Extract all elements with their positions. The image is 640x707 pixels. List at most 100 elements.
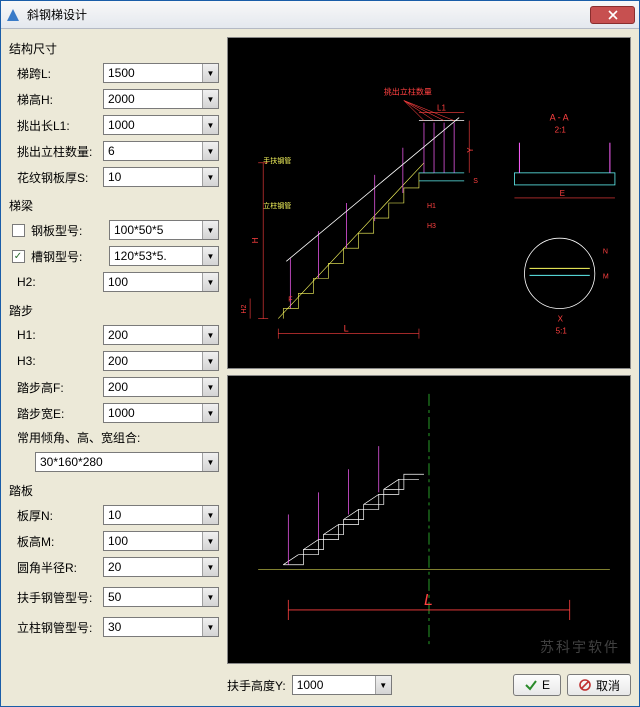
combo-handrail-height[interactable]: 1000▼ <box>292 675 392 695</box>
preview-bottom[interactable]: L 苏科宇软件 <box>227 375 631 664</box>
combo-step-preset[interactable]: 30*160*280▼ <box>35 452 219 472</box>
checkbox-channel[interactable]: ✓ <box>12 250 25 263</box>
svg-text:H2: H2 <box>241 304 248 313</box>
combo-postcount[interactable]: 6▼ <box>103 141 219 161</box>
group-beam: 梯梁 钢板型号: 100*50*5▼ ✓ 槽钢型号: 120*53*5.▼ H2… <box>9 194 219 295</box>
label-e: 踏步宽E: <box>9 405 99 422</box>
label-handrail: 扶手钢管型号: <box>9 589 99 606</box>
chevron-down-icon: ▼ <box>202 618 218 636</box>
chevron-down-icon: ▼ <box>375 676 391 694</box>
svg-text:S: S <box>473 178 478 185</box>
label-m: 板高M: <box>9 533 99 550</box>
group-beam-title: 梯梁 <box>9 194 219 217</box>
combo-r[interactable]: 20▼ <box>103 557 219 577</box>
combo-e[interactable]: 1000▼ <box>103 403 219 423</box>
label-height: 梯高H: <box>9 91 99 108</box>
combo-m[interactable]: 100▼ <box>103 531 219 551</box>
svg-text:H1: H1 <box>427 203 436 210</box>
bottom-row: 扶手高度Y: 1000▼ E 取消 <box>227 670 631 698</box>
label-steel-plate: 钢板型号: <box>31 222 105 239</box>
svg-text:5:1: 5:1 <box>556 327 568 336</box>
cad-drawing-bottom: L <box>228 376 630 663</box>
chevron-down-icon: ▼ <box>202 64 218 82</box>
cancel-icon <box>578 678 592 692</box>
combo-post[interactable]: 30▼ <box>103 617 219 637</box>
svg-text:立柱钢管: 立柱钢管 <box>263 201 291 210</box>
combo-h1[interactable]: 200▼ <box>103 325 219 345</box>
preview-top[interactable]: 挑出立柱数量 手扶钢管 立柱钢管 L <box>227 37 631 369</box>
titlebar: 斜钢梯设计 <box>1 1 639 29</box>
combo-f[interactable]: 200▼ <box>103 377 219 397</box>
svg-text:M: M <box>603 273 609 280</box>
watermark: 苏科宇软件 <box>540 637 620 657</box>
label-handrail-height: 扶手高度Y: <box>227 677 286 694</box>
left-panel: 结构尺寸 梯跨L:1500▼ 梯高H:2000▼ 挑出长L1:1000▼ 挑出立… <box>9 37 219 698</box>
chevron-down-icon: ▼ <box>202 116 218 134</box>
group-step: 踏步 H1:200▼ H3:200▼ 踏步高F:200▼ 踏步宽E:1000▼ … <box>9 299 219 475</box>
label-plate-thk: 花纹钢板厚S: <box>9 169 99 186</box>
svg-text:A - A: A - A <box>550 113 569 123</box>
combo-h3[interactable]: 200▼ <box>103 351 219 371</box>
svg-text:L1: L1 <box>437 104 446 113</box>
svg-text:H: H <box>251 237 260 243</box>
label-h3: H3: <box>9 354 99 368</box>
app-icon <box>5 7 21 23</box>
label-postcount: 挑出立柱数量: <box>9 143 99 160</box>
cancel-button[interactable]: 取消 <box>567 674 631 696</box>
label-n: 板厚N: <box>9 507 99 524</box>
chevron-down-icon: ▼ <box>202 558 218 576</box>
chevron-down-icon: ▼ <box>202 588 218 606</box>
label-h1: H1: <box>9 328 99 342</box>
combo-n[interactable]: 10▼ <box>103 505 219 525</box>
group-struct-title: 结构尺寸 <box>9 37 219 60</box>
chevron-down-icon: ▼ <box>202 532 218 550</box>
content: 结构尺寸 梯跨L:1500▼ 梯高H:2000▼ 挑出长L1:1000▼ 挑出立… <box>1 29 639 706</box>
close-button[interactable] <box>590 6 635 24</box>
svg-text:2:1: 2:1 <box>555 126 567 135</box>
svg-text:手扶钢管: 手扶钢管 <box>263 156 291 165</box>
svg-text:Y: Y <box>466 147 475 153</box>
label-f: 踏步高F: <box>9 379 99 396</box>
chevron-down-icon: ▼ <box>202 90 218 108</box>
chevron-down-icon: ▼ <box>202 247 218 265</box>
svg-text:X: X <box>558 315 564 324</box>
label-span: 梯跨L: <box>9 65 99 82</box>
combo-height[interactable]: 2000▼ <box>103 89 219 109</box>
group-step-title: 踏步 <box>9 299 219 322</box>
check-icon <box>524 678 538 692</box>
svg-text:E: E <box>560 189 566 198</box>
group-struct: 结构尺寸 梯跨L:1500▼ 梯高H:2000▼ 挑出长L1:1000▼ 挑出立… <box>9 37 219 190</box>
window: 斜钢梯设计 结构尺寸 梯跨L:1500▼ 梯高H:2000▼ 挑出长L1:100… <box>0 0 640 707</box>
combo-l1[interactable]: 1000▼ <box>103 115 219 135</box>
svg-text:F: F <box>288 296 292 303</box>
svg-text:挑出立柱数量: 挑出立柱数量 <box>384 86 432 96</box>
combo-handrail[interactable]: 50▼ <box>103 587 219 607</box>
chevron-down-icon: ▼ <box>202 142 218 160</box>
e-button[interactable]: E <box>513 674 561 696</box>
chevron-down-icon: ▼ <box>202 352 218 370</box>
svg-text:N: N <box>603 248 608 255</box>
cad-drawing-top: 挑出立柱数量 手扶钢管 立柱钢管 L <box>228 38 630 368</box>
svg-text:L: L <box>344 324 349 334</box>
chevron-down-icon: ▼ <box>202 506 218 524</box>
step-note: 常用倾角、高、宽组合: <box>9 426 219 449</box>
chevron-down-icon: ▼ <box>202 221 218 239</box>
combo-plate-thk[interactable]: 10▼ <box>103 167 219 187</box>
combo-channel[interactable]: 120*53*5.▼ <box>109 246 219 266</box>
group-tread: 踏板 板厚N:10▼ 板高M:100▼ 圆角半径R:20▼ <box>9 479 219 580</box>
label-r: 圆角半径R: <box>9 559 99 576</box>
label-channel: 槽钢型号: <box>31 248 105 265</box>
chevron-down-icon: ▼ <box>202 273 218 291</box>
combo-span[interactable]: 1500▼ <box>103 63 219 83</box>
svg-text:H3: H3 <box>427 223 436 230</box>
close-icon <box>608 10 618 20</box>
group-tread-title: 踏板 <box>9 479 219 502</box>
window-title: 斜钢梯设计 <box>27 6 590 23</box>
label-l1: 挑出长L1: <box>9 117 99 134</box>
checkbox-steel-plate[interactable] <box>12 224 25 237</box>
combo-h2[interactable]: 100▼ <box>103 272 219 292</box>
svg-text:L: L <box>424 591 433 609</box>
combo-steel-plate[interactable]: 100*50*5▼ <box>109 220 219 240</box>
chevron-down-icon: ▼ <box>202 168 218 186</box>
label-h2: H2: <box>9 275 99 289</box>
